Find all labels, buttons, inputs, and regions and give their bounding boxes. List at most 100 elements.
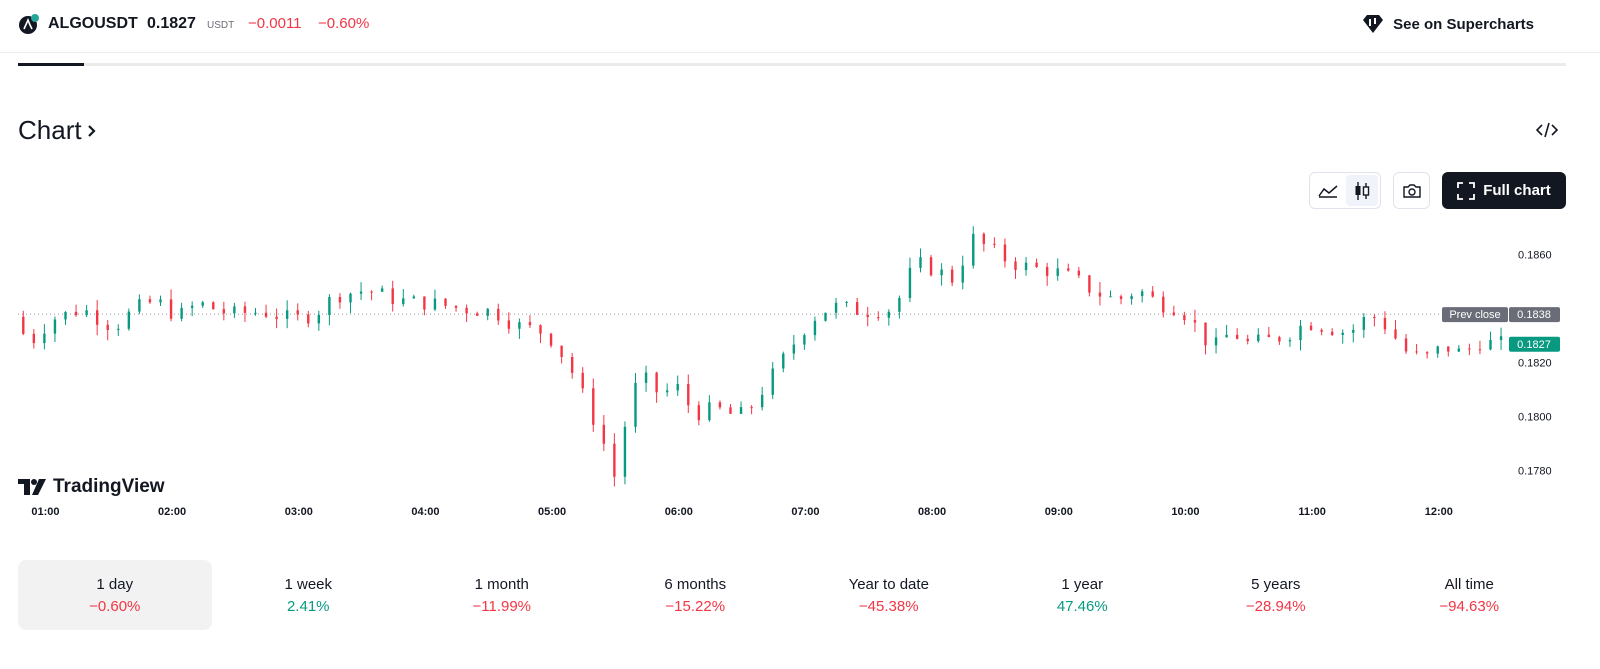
candle-body (433, 298, 437, 310)
tradingview-wordmark: TradingView (53, 476, 165, 497)
candle-body (687, 384, 690, 406)
x-axis-tick-label: 05:00 (538, 506, 566, 518)
x-axis-tick-label: 01:00 (31, 506, 59, 518)
symbol-header: ALGOUSDT 0.1827 USDT −0.0011 −0.60% See … (0, 0, 1600, 53)
embed-code-button[interactable] (1535, 120, 1559, 140)
period-tab-label: 1 day (96, 575, 134, 593)
candles-chart-button[interactable] (1346, 175, 1378, 206)
candle-body (760, 394, 764, 408)
candle-body (845, 302, 848, 304)
candle-body (1162, 296, 1165, 313)
period-tab[interactable]: 6 months −15.22% (599, 560, 793, 630)
candle-body (1172, 312, 1176, 316)
supercharts-icon (1363, 15, 1384, 33)
period-tab[interactable]: 1 year 47.46% (986, 560, 1180, 630)
symbol-change-percent: −0.60% (318, 15, 370, 32)
candle-body (127, 311, 131, 329)
candle-body (898, 298, 901, 312)
prev-close-value-tag (1509, 307, 1560, 323)
symbol-name: ALGOUSDT (48, 15, 138, 32)
price-chart[interactable]: 0.1780 0.1800 0.1820 0.1860 01:00 02:00 03:00 0… (0, 225, 1600, 525)
candle-body (212, 302, 215, 310)
y-axis-tick-label: 0.1800 (1518, 412, 1552, 424)
candle-body (475, 313, 479, 316)
period-tab-label: All time (1444, 575, 1494, 593)
snapshot-button[interactable] (1393, 172, 1430, 209)
candle-body (1415, 351, 1418, 353)
candle-body (824, 312, 827, 321)
candle-body (1257, 334, 1260, 342)
supercharts-label: See on Supercharts (1393, 15, 1534, 33)
candle-body (1299, 325, 1302, 341)
candle-body (1024, 262, 1028, 270)
candle-body (1214, 337, 1218, 346)
candle-body (423, 296, 426, 310)
candle-body (771, 368, 774, 395)
candle-body (518, 322, 521, 329)
candle-body (380, 288, 384, 292)
area-chart-button[interactable] (1312, 175, 1344, 206)
candle-body (813, 320, 817, 336)
period-tab[interactable]: 1 month −11.99% (405, 560, 599, 630)
period-tab-change: −45.38% (858, 597, 919, 615)
candle-body (950, 269, 954, 283)
period-tab[interactable]: All time −94.63% (1373, 560, 1567, 630)
candle-body (1320, 329, 1323, 332)
candle-body (1489, 339, 1492, 350)
candle-body (180, 307, 183, 319)
candle-body (454, 305, 458, 308)
chart-section-title[interactable]: Chart (18, 115, 98, 146)
candle-body (528, 322, 532, 326)
symbol-change: −0.0011 (248, 15, 302, 32)
candle-body (592, 388, 595, 425)
candle-body (1056, 268, 1059, 276)
candle-body (1278, 337, 1281, 342)
camera-icon (1402, 183, 1421, 198)
x-axis-tick-label: 09:00 (1045, 506, 1073, 518)
candle-body (1077, 270, 1081, 276)
period-tab[interactable]: 1 week 2.41% (212, 560, 406, 630)
candle-body (644, 372, 648, 383)
candle-body (792, 344, 796, 354)
candle-body (328, 297, 331, 315)
candle-body (993, 243, 996, 245)
candle-body (570, 356, 574, 373)
period-tab[interactable]: 5 years −28.94% (1179, 560, 1373, 630)
period-tab[interactable]: Year to date −45.38% (792, 560, 986, 630)
candle-body (655, 372, 658, 393)
period-tab-change: −94.63% (1439, 597, 1500, 615)
symbol-currency: USDT (207, 20, 235, 31)
candle-body (866, 314, 869, 318)
candle-body (233, 306, 236, 314)
see-on-supercharts-link[interactable]: See on Supercharts (1361, 12, 1534, 36)
period-tab-label: 1 month (474, 575, 529, 593)
candle-body (1373, 316, 1376, 318)
candle-body (539, 325, 542, 334)
chart-style-toggle (1309, 172, 1381, 209)
y-axis-tick-label: 0.1820 (1518, 358, 1552, 370)
prev-close-tag-label: Prev close (1449, 309, 1500, 321)
candle-body (1499, 336, 1503, 340)
candle-body (1341, 332, 1344, 335)
candle-body (634, 382, 637, 427)
candle-body (676, 384, 679, 391)
x-axis-tick-label: 04:00 (411, 506, 439, 518)
candle-body (1130, 296, 1133, 300)
candle-body (285, 310, 289, 319)
candle-body (338, 297, 342, 303)
candle-body (972, 233, 975, 266)
candle-body (929, 257, 933, 276)
candle-body (465, 307, 468, 314)
candle-body (22, 316, 25, 334)
period-tab[interactable]: 1 day −0.60% (18, 560, 212, 630)
section-progress-fill (18, 63, 84, 66)
full-chart-button[interactable]: Full chart (1442, 172, 1566, 209)
period-tab-label: 6 months (664, 575, 727, 593)
period-tab-label: 5 years (1251, 575, 1301, 593)
period-tab-change: 2.41% (286, 597, 330, 615)
candle-body (307, 314, 310, 324)
candle-body (1014, 261, 1017, 270)
candle-body (64, 311, 67, 320)
candle-body (74, 311, 78, 316)
candle-body (169, 299, 173, 319)
